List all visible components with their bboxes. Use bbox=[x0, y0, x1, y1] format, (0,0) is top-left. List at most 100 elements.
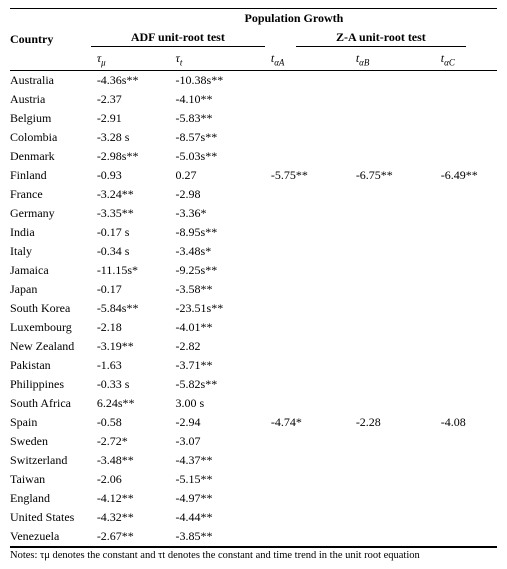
cell-za1 bbox=[265, 128, 350, 147]
cell-adf1: -5.84s** bbox=[91, 299, 170, 318]
cell-za1 bbox=[265, 280, 350, 299]
cell-country: South Africa bbox=[10, 394, 91, 413]
cell-za1 bbox=[265, 242, 350, 261]
cell-country: Belgium bbox=[10, 109, 91, 128]
cell-country: France bbox=[10, 185, 91, 204]
table-row: Italy-0.34 s-3.48s* bbox=[10, 242, 497, 261]
cell-za1: -5.75** bbox=[265, 166, 350, 185]
cell-za3 bbox=[435, 223, 497, 242]
cell-adf1: -3.28 s bbox=[91, 128, 170, 147]
cell-country: Australia bbox=[10, 71, 91, 91]
col-za2-header: tαB bbox=[350, 49, 435, 71]
cell-za3: -4.08 bbox=[435, 413, 497, 432]
cell-za3 bbox=[435, 337, 497, 356]
table-row: Pakistan-1.63-3.71** bbox=[10, 356, 497, 375]
cell-adf2: -9.25s** bbox=[170, 261, 265, 280]
table-row: South Korea-5.84s**-23.51s** bbox=[10, 299, 497, 318]
table-row: France-3.24**-2.98 bbox=[10, 185, 497, 204]
cell-adf1: -2.18 bbox=[91, 318, 170, 337]
adf-header: ADF unit-root test bbox=[91, 28, 265, 49]
cell-country: England bbox=[10, 489, 91, 508]
table-row: South Africa 6.24s** 3.00 s bbox=[10, 394, 497, 413]
cell-adf2: -3.07 bbox=[170, 432, 265, 451]
cell-za2 bbox=[350, 204, 435, 223]
cell-adf2: -23.51s** bbox=[170, 299, 265, 318]
table-row: New Zealand-3.19**-2.82 bbox=[10, 337, 497, 356]
cell-za3 bbox=[435, 489, 497, 508]
cell-za3 bbox=[435, 261, 497, 280]
cell-adf2: -5.03s** bbox=[170, 147, 265, 166]
cell-adf1: -0.17 s bbox=[91, 223, 170, 242]
table-row: Belgium-2.91-5.83** bbox=[10, 109, 497, 128]
cell-adf2: -2.82 bbox=[170, 337, 265, 356]
cell-za2 bbox=[350, 223, 435, 242]
cell-za2 bbox=[350, 147, 435, 166]
cell-za1 bbox=[265, 356, 350, 375]
table-row: Venezuela-2.67**-3.85** bbox=[10, 527, 497, 547]
table-body: Australia-4.36s**-10.38s**Austria-2.37-4… bbox=[10, 71, 497, 547]
cell-adf2: -4.10** bbox=[170, 90, 265, 109]
table-row: United States-4.32**-4.44** bbox=[10, 508, 497, 527]
cell-adf1: -2.37 bbox=[91, 90, 170, 109]
cell-za1 bbox=[265, 185, 350, 204]
cell-adf2: -4.44** bbox=[170, 508, 265, 527]
cell-adf1: -4.32** bbox=[91, 508, 170, 527]
cell-za2 bbox=[350, 128, 435, 147]
table-row: Taiwan-2.06-5.15** bbox=[10, 470, 497, 489]
col-za1-header: tαA bbox=[265, 49, 350, 71]
cell-adf2: -8.57s** bbox=[170, 128, 265, 147]
cell-za1 bbox=[265, 71, 350, 91]
cell-za1 bbox=[265, 451, 350, 470]
cell-country: South Korea bbox=[10, 299, 91, 318]
table-row: Switzerland-3.48**-4.37** bbox=[10, 451, 497, 470]
cell-za2 bbox=[350, 470, 435, 489]
cell-country: Switzerland bbox=[10, 451, 91, 470]
cell-za2 bbox=[350, 280, 435, 299]
cell-adf1: -2.98s** bbox=[91, 147, 170, 166]
cell-za3 bbox=[435, 128, 497, 147]
cell-country: New Zealand bbox=[10, 337, 91, 356]
cell-adf2: 3.00 s bbox=[170, 394, 265, 413]
cell-adf1: -1.63 bbox=[91, 356, 170, 375]
cell-country: Luxembourg bbox=[10, 318, 91, 337]
cell-country: Austria bbox=[10, 90, 91, 109]
cell-za3 bbox=[435, 451, 497, 470]
cell-adf2: 0.27 bbox=[170, 166, 265, 185]
cell-adf2: -2.98 bbox=[170, 185, 265, 204]
cell-country: Finland bbox=[10, 166, 91, 185]
cell-za3 bbox=[435, 356, 497, 375]
cell-za3 bbox=[435, 90, 497, 109]
table-row: Australia-4.36s**-10.38s** bbox=[10, 71, 497, 91]
cell-za3 bbox=[435, 375, 497, 394]
cell-za2 bbox=[350, 337, 435, 356]
za-header: Z-A unit-root test bbox=[265, 28, 497, 49]
cell-za3 bbox=[435, 508, 497, 527]
cell-country: Taiwan bbox=[10, 470, 91, 489]
table-row: Luxembourg-2.18-4.01** bbox=[10, 318, 497, 337]
table-row: Finland-0.93 0.27-5.75**-6.75**-6.49** bbox=[10, 166, 497, 185]
cell-za3 bbox=[435, 147, 497, 166]
cell-za2 bbox=[350, 356, 435, 375]
cell-za3 bbox=[435, 299, 497, 318]
cell-za3 bbox=[435, 318, 497, 337]
cell-za2 bbox=[350, 71, 435, 91]
cell-za2 bbox=[350, 508, 435, 527]
cell-za2 bbox=[350, 242, 435, 261]
cell-za1 bbox=[265, 299, 350, 318]
cell-za3 bbox=[435, 204, 497, 223]
cell-za2 bbox=[350, 299, 435, 318]
cell-za2 bbox=[350, 451, 435, 470]
cell-adf1: -2.72* bbox=[91, 432, 170, 451]
cell-country: Japan bbox=[10, 280, 91, 299]
cell-country: Denmark bbox=[10, 147, 91, 166]
cell-za1 bbox=[265, 432, 350, 451]
table-row: Denmark-2.98s**-5.03s** bbox=[10, 147, 497, 166]
cell-za2 bbox=[350, 489, 435, 508]
table-row: Sweden-2.72*-3.07 bbox=[10, 432, 497, 451]
cell-adf2: -8.95s** bbox=[170, 223, 265, 242]
cell-adf1: -0.17 bbox=[91, 280, 170, 299]
col-adf1-header: τμ bbox=[91, 49, 170, 71]
cell-country: India bbox=[10, 223, 91, 242]
cell-adf2: -3.58** bbox=[170, 280, 265, 299]
cell-adf2: -10.38s** bbox=[170, 71, 265, 91]
